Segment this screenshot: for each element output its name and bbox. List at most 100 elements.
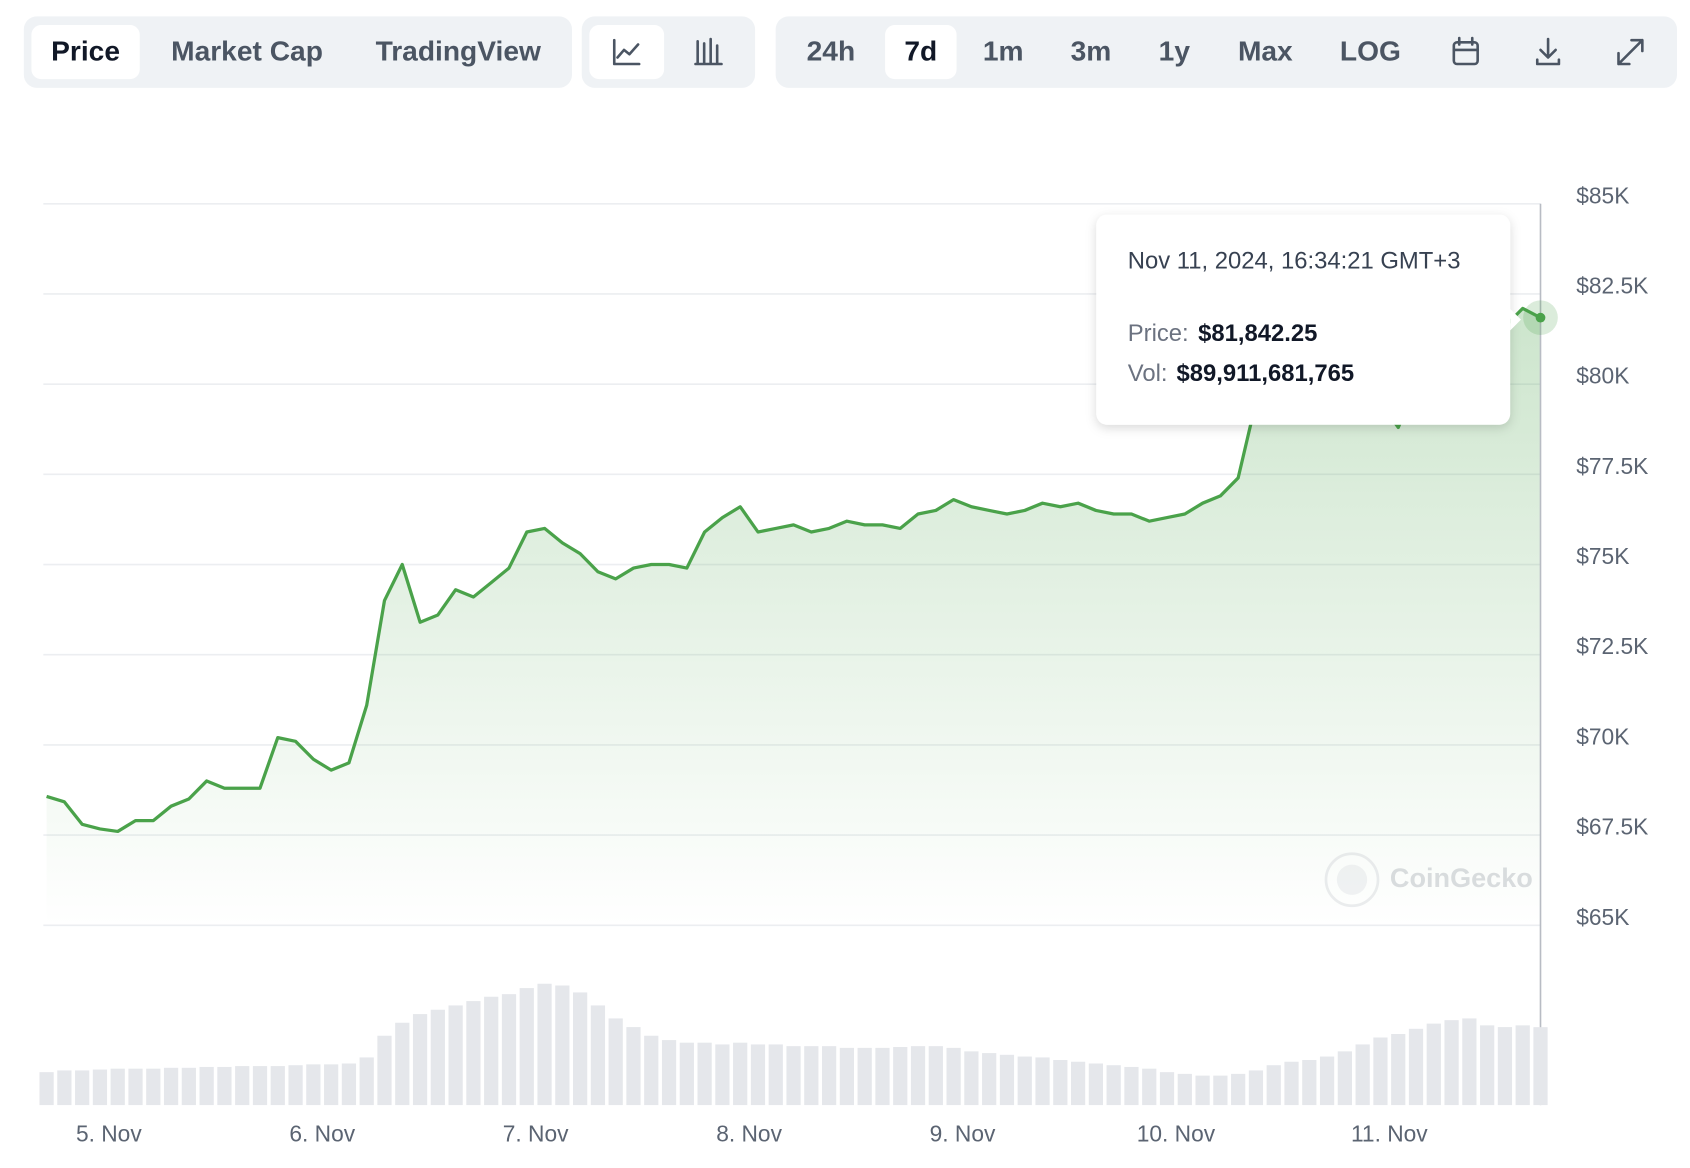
volume-bar bbox=[163, 1067, 179, 1106]
volume-bar bbox=[252, 1066, 268, 1106]
tooltip-box bbox=[1096, 214, 1511, 425]
x-tick-label: 10. Nov bbox=[1137, 1120, 1216, 1146]
x-tick-label: 9. Nov bbox=[930, 1120, 996, 1146]
volume-bar bbox=[608, 1018, 623, 1106]
volume-bar bbox=[626, 1027, 641, 1106]
tooltip-vol: $89,911,681,765 bbox=[1176, 360, 1354, 387]
range-button[interactable]: 1m bbox=[983, 36, 1024, 67]
volume-bar bbox=[1088, 1063, 1103, 1106]
download-icon[interactable] bbox=[1535, 37, 1561, 66]
volume-bar bbox=[1213, 1075, 1228, 1106]
volume-bar bbox=[341, 1063, 357, 1106]
volume-bar bbox=[679, 1042, 694, 1106]
volume-bar bbox=[1195, 1075, 1210, 1106]
fullscreen-icon[interactable] bbox=[1617, 38, 1644, 66]
volume-bar bbox=[750, 1044, 766, 1106]
x-tick-label: 5. Nov bbox=[76, 1120, 142, 1146]
volume-bar bbox=[1462, 1018, 1477, 1106]
volume-bar bbox=[395, 1022, 410, 1106]
volume-bar bbox=[146, 1068, 161, 1106]
volume-bar bbox=[537, 983, 552, 1106]
volume-bar bbox=[1284, 1061, 1299, 1106]
volume-bar bbox=[75, 1070, 90, 1106]
volume-bar bbox=[786, 1046, 801, 1106]
volume-bar bbox=[1497, 1027, 1513, 1106]
x-tick-label: 11. Nov bbox=[1351, 1120, 1428, 1146]
tab[interactable]: Price bbox=[51, 36, 120, 67]
tab-active-bg bbox=[31, 25, 140, 80]
volume-bar bbox=[1319, 1056, 1335, 1106]
volume-bar bbox=[128, 1068, 143, 1106]
volume-bar bbox=[946, 1047, 961, 1106]
range-button[interactable]: 1y bbox=[1159, 36, 1191, 67]
volume-bar bbox=[448, 1005, 463, 1106]
volume-bar bbox=[733, 1042, 748, 1106]
volume-bar bbox=[199, 1066, 214, 1106]
volume-bar bbox=[857, 1047, 872, 1106]
volume-bar bbox=[999, 1054, 1015, 1106]
y-tick-label: $80K bbox=[1576, 363, 1629, 389]
tab[interactable]: Market Cap bbox=[171, 36, 323, 67]
x-tick-label: 8. Nov bbox=[716, 1120, 782, 1146]
volume-bar bbox=[875, 1047, 890, 1106]
tooltip-vol-label: Vol: bbox=[1128, 360, 1168, 387]
volume-bar bbox=[1444, 1020, 1459, 1106]
volume-bar bbox=[804, 1046, 819, 1106]
volume-bar bbox=[1177, 1073, 1192, 1106]
volume-bar bbox=[1159, 1072, 1175, 1106]
volume-bar bbox=[359, 1057, 374, 1106]
tooltip: Nov 11, 2024, 16:34:21 GMT+3 Price: $81,… bbox=[1096, 214, 1521, 425]
volume-bar bbox=[1124, 1066, 1139, 1106]
hover-point bbox=[1535, 312, 1546, 323]
watermark: CoinGecko bbox=[1324, 852, 1533, 908]
y-tick-label: $65K bbox=[1576, 904, 1629, 930]
tab[interactable]: TradingView bbox=[376, 36, 541, 67]
volume-bar bbox=[501, 994, 517, 1106]
volume-bar bbox=[1266, 1065, 1281, 1106]
range-group bbox=[775, 16, 1677, 88]
volume-bar bbox=[697, 1042, 712, 1106]
y-tick-label: $85K bbox=[1576, 182, 1629, 208]
volume-bar bbox=[430, 1009, 445, 1106]
y-tick-label: $67.5K bbox=[1576, 814, 1648, 840]
volume-bar bbox=[324, 1064, 339, 1106]
tab-group bbox=[23, 16, 573, 88]
volume-bar bbox=[1106, 1065, 1121, 1106]
volume-bar bbox=[1426, 1023, 1441, 1106]
volume-bar bbox=[964, 1051, 979, 1106]
range-button[interactable]: LOG bbox=[1340, 36, 1401, 67]
range-button[interactable]: 7d bbox=[904, 36, 937, 67]
volume-bar bbox=[306, 1064, 321, 1106]
tooltip-price: $81,842.25 bbox=[1198, 320, 1317, 347]
line-chart-icon[interactable] bbox=[612, 38, 641, 66]
volume-bar bbox=[288, 1065, 303, 1106]
volume-bar bbox=[555, 985, 570, 1106]
volume-bar bbox=[217, 1066, 232, 1106]
volume-bar bbox=[768, 1044, 783, 1106]
volume-bar bbox=[92, 1069, 108, 1106]
range-button[interactable]: Max bbox=[1238, 36, 1293, 67]
volume-bar bbox=[1070, 1061, 1086, 1106]
y-tick-label: $72.5K bbox=[1576, 633, 1648, 659]
volume-bar bbox=[1035, 1057, 1050, 1106]
volume-bar bbox=[715, 1044, 730, 1106]
x-tick-label: 6. Nov bbox=[289, 1120, 355, 1146]
volume-bar bbox=[590, 1005, 606, 1106]
y-tick-label: $82.5K bbox=[1576, 272, 1648, 298]
volume-bar bbox=[1408, 1028, 1424, 1106]
range-button[interactable]: 3m bbox=[1071, 36, 1112, 67]
y-tick-label: $77.5K bbox=[1576, 453, 1648, 479]
volume-bar bbox=[1373, 1037, 1388, 1106]
volume-bar bbox=[412, 1014, 428, 1106]
calendar-icon[interactable] bbox=[1452, 36, 1479, 66]
volume-bar bbox=[466, 1001, 481, 1106]
watermark-text: CoinGecko bbox=[1390, 862, 1533, 893]
volume-bar bbox=[893, 1047, 908, 1106]
candlestick-icon[interactable] bbox=[694, 37, 723, 66]
range-button[interactable]: 24h bbox=[807, 36, 856, 67]
volume-bar bbox=[661, 1040, 677, 1106]
y-tick-label: $75K bbox=[1576, 543, 1629, 569]
volume-bar bbox=[1017, 1056, 1032, 1106]
range-active-bg bbox=[885, 25, 957, 80]
volume-bar bbox=[1053, 1060, 1068, 1106]
